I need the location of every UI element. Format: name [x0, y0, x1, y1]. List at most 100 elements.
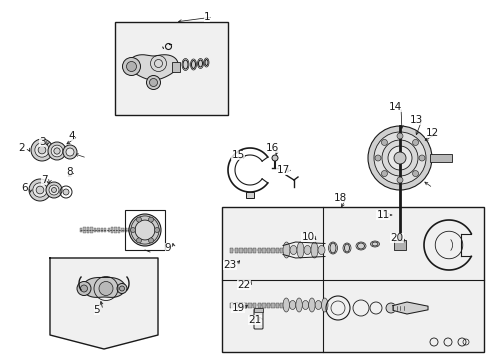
Circle shape — [396, 177, 402, 183]
Bar — [128, 228, 130, 232]
Circle shape — [122, 58, 140, 76]
Circle shape — [374, 155, 380, 161]
Bar — [121, 228, 123, 232]
Bar — [125, 210, 164, 250]
Ellipse shape — [344, 244, 349, 252]
Circle shape — [396, 133, 402, 139]
Text: 12: 12 — [425, 128, 438, 138]
Circle shape — [51, 145, 63, 157]
Text: 9: 9 — [164, 243, 171, 253]
Text: 11: 11 — [376, 210, 389, 220]
Text: 18: 18 — [333, 193, 346, 203]
Bar — [393, 240, 405, 250]
Circle shape — [367, 126, 431, 190]
Circle shape — [54, 148, 60, 154]
Bar — [80, 228, 82, 232]
Text: 2: 2 — [19, 143, 25, 153]
Circle shape — [148, 238, 153, 243]
Ellipse shape — [314, 301, 321, 310]
Circle shape — [271, 155, 278, 161]
Ellipse shape — [204, 59, 207, 66]
Circle shape — [149, 78, 157, 86]
Bar — [248, 248, 251, 252]
Ellipse shape — [296, 242, 304, 258]
Text: 20: 20 — [389, 233, 403, 243]
Circle shape — [387, 146, 411, 170]
Circle shape — [48, 142, 66, 160]
Circle shape — [136, 217, 141, 222]
Text: 10: 10 — [301, 232, 314, 242]
Circle shape — [135, 220, 155, 240]
Ellipse shape — [283, 242, 289, 258]
Circle shape — [381, 171, 386, 176]
Text: 3: 3 — [39, 137, 45, 147]
Text: 8: 8 — [66, 167, 73, 177]
Ellipse shape — [295, 298, 302, 312]
Circle shape — [130, 228, 135, 233]
Text: 7: 7 — [41, 175, 47, 185]
Bar — [239, 302, 242, 307]
Bar — [107, 228, 110, 233]
Bar — [262, 302, 265, 307]
Text: 14: 14 — [387, 102, 401, 112]
Circle shape — [36, 186, 44, 194]
Bar — [111, 227, 113, 233]
Text: 4: 4 — [68, 131, 75, 141]
Bar — [222, 207, 483, 352]
Bar — [171, 62, 179, 72]
Circle shape — [129, 214, 161, 246]
Circle shape — [126, 62, 136, 72]
Polygon shape — [129, 55, 178, 80]
Circle shape — [81, 285, 87, 292]
Bar — [271, 248, 274, 252]
Bar — [266, 248, 269, 252]
Polygon shape — [50, 258, 158, 349]
Ellipse shape — [289, 246, 296, 255]
Circle shape — [117, 284, 127, 293]
Circle shape — [146, 76, 160, 90]
Ellipse shape — [191, 60, 195, 68]
Text: 19: 19 — [231, 303, 244, 313]
Bar — [104, 228, 106, 232]
Text: 22: 22 — [237, 280, 250, 290]
Ellipse shape — [308, 298, 314, 312]
Bar — [252, 302, 256, 307]
Circle shape — [63, 189, 69, 195]
Text: 17: 17 — [276, 165, 289, 175]
Bar — [229, 248, 233, 252]
Text: 16: 16 — [265, 143, 278, 153]
Bar — [239, 248, 242, 252]
Bar — [271, 302, 274, 307]
Bar — [124, 228, 127, 232]
Bar — [94, 228, 96, 232]
Circle shape — [35, 143, 49, 157]
Circle shape — [33, 183, 47, 197]
Circle shape — [46, 182, 62, 198]
Bar — [275, 302, 279, 307]
Bar — [234, 248, 238, 252]
Circle shape — [154, 228, 159, 233]
Bar — [90, 228, 93, 233]
Bar — [253, 308, 263, 312]
Ellipse shape — [183, 60, 187, 69]
Circle shape — [51, 188, 57, 193]
Ellipse shape — [304, 246, 310, 255]
Circle shape — [31, 139, 53, 161]
Bar — [252, 248, 256, 252]
Circle shape — [412, 171, 418, 176]
Ellipse shape — [302, 301, 308, 310]
Text: 6: 6 — [21, 183, 28, 193]
Circle shape — [412, 139, 418, 145]
Ellipse shape — [329, 243, 335, 253]
Bar — [266, 302, 269, 307]
Circle shape — [29, 179, 51, 201]
Ellipse shape — [321, 298, 327, 312]
Text: 13: 13 — [408, 115, 422, 125]
Text: 5: 5 — [94, 305, 100, 315]
FancyBboxPatch shape — [253, 309, 263, 329]
Circle shape — [393, 152, 405, 164]
Ellipse shape — [283, 298, 289, 312]
Bar — [234, 302, 238, 307]
Text: 21: 21 — [248, 315, 261, 325]
Circle shape — [119, 286, 124, 291]
